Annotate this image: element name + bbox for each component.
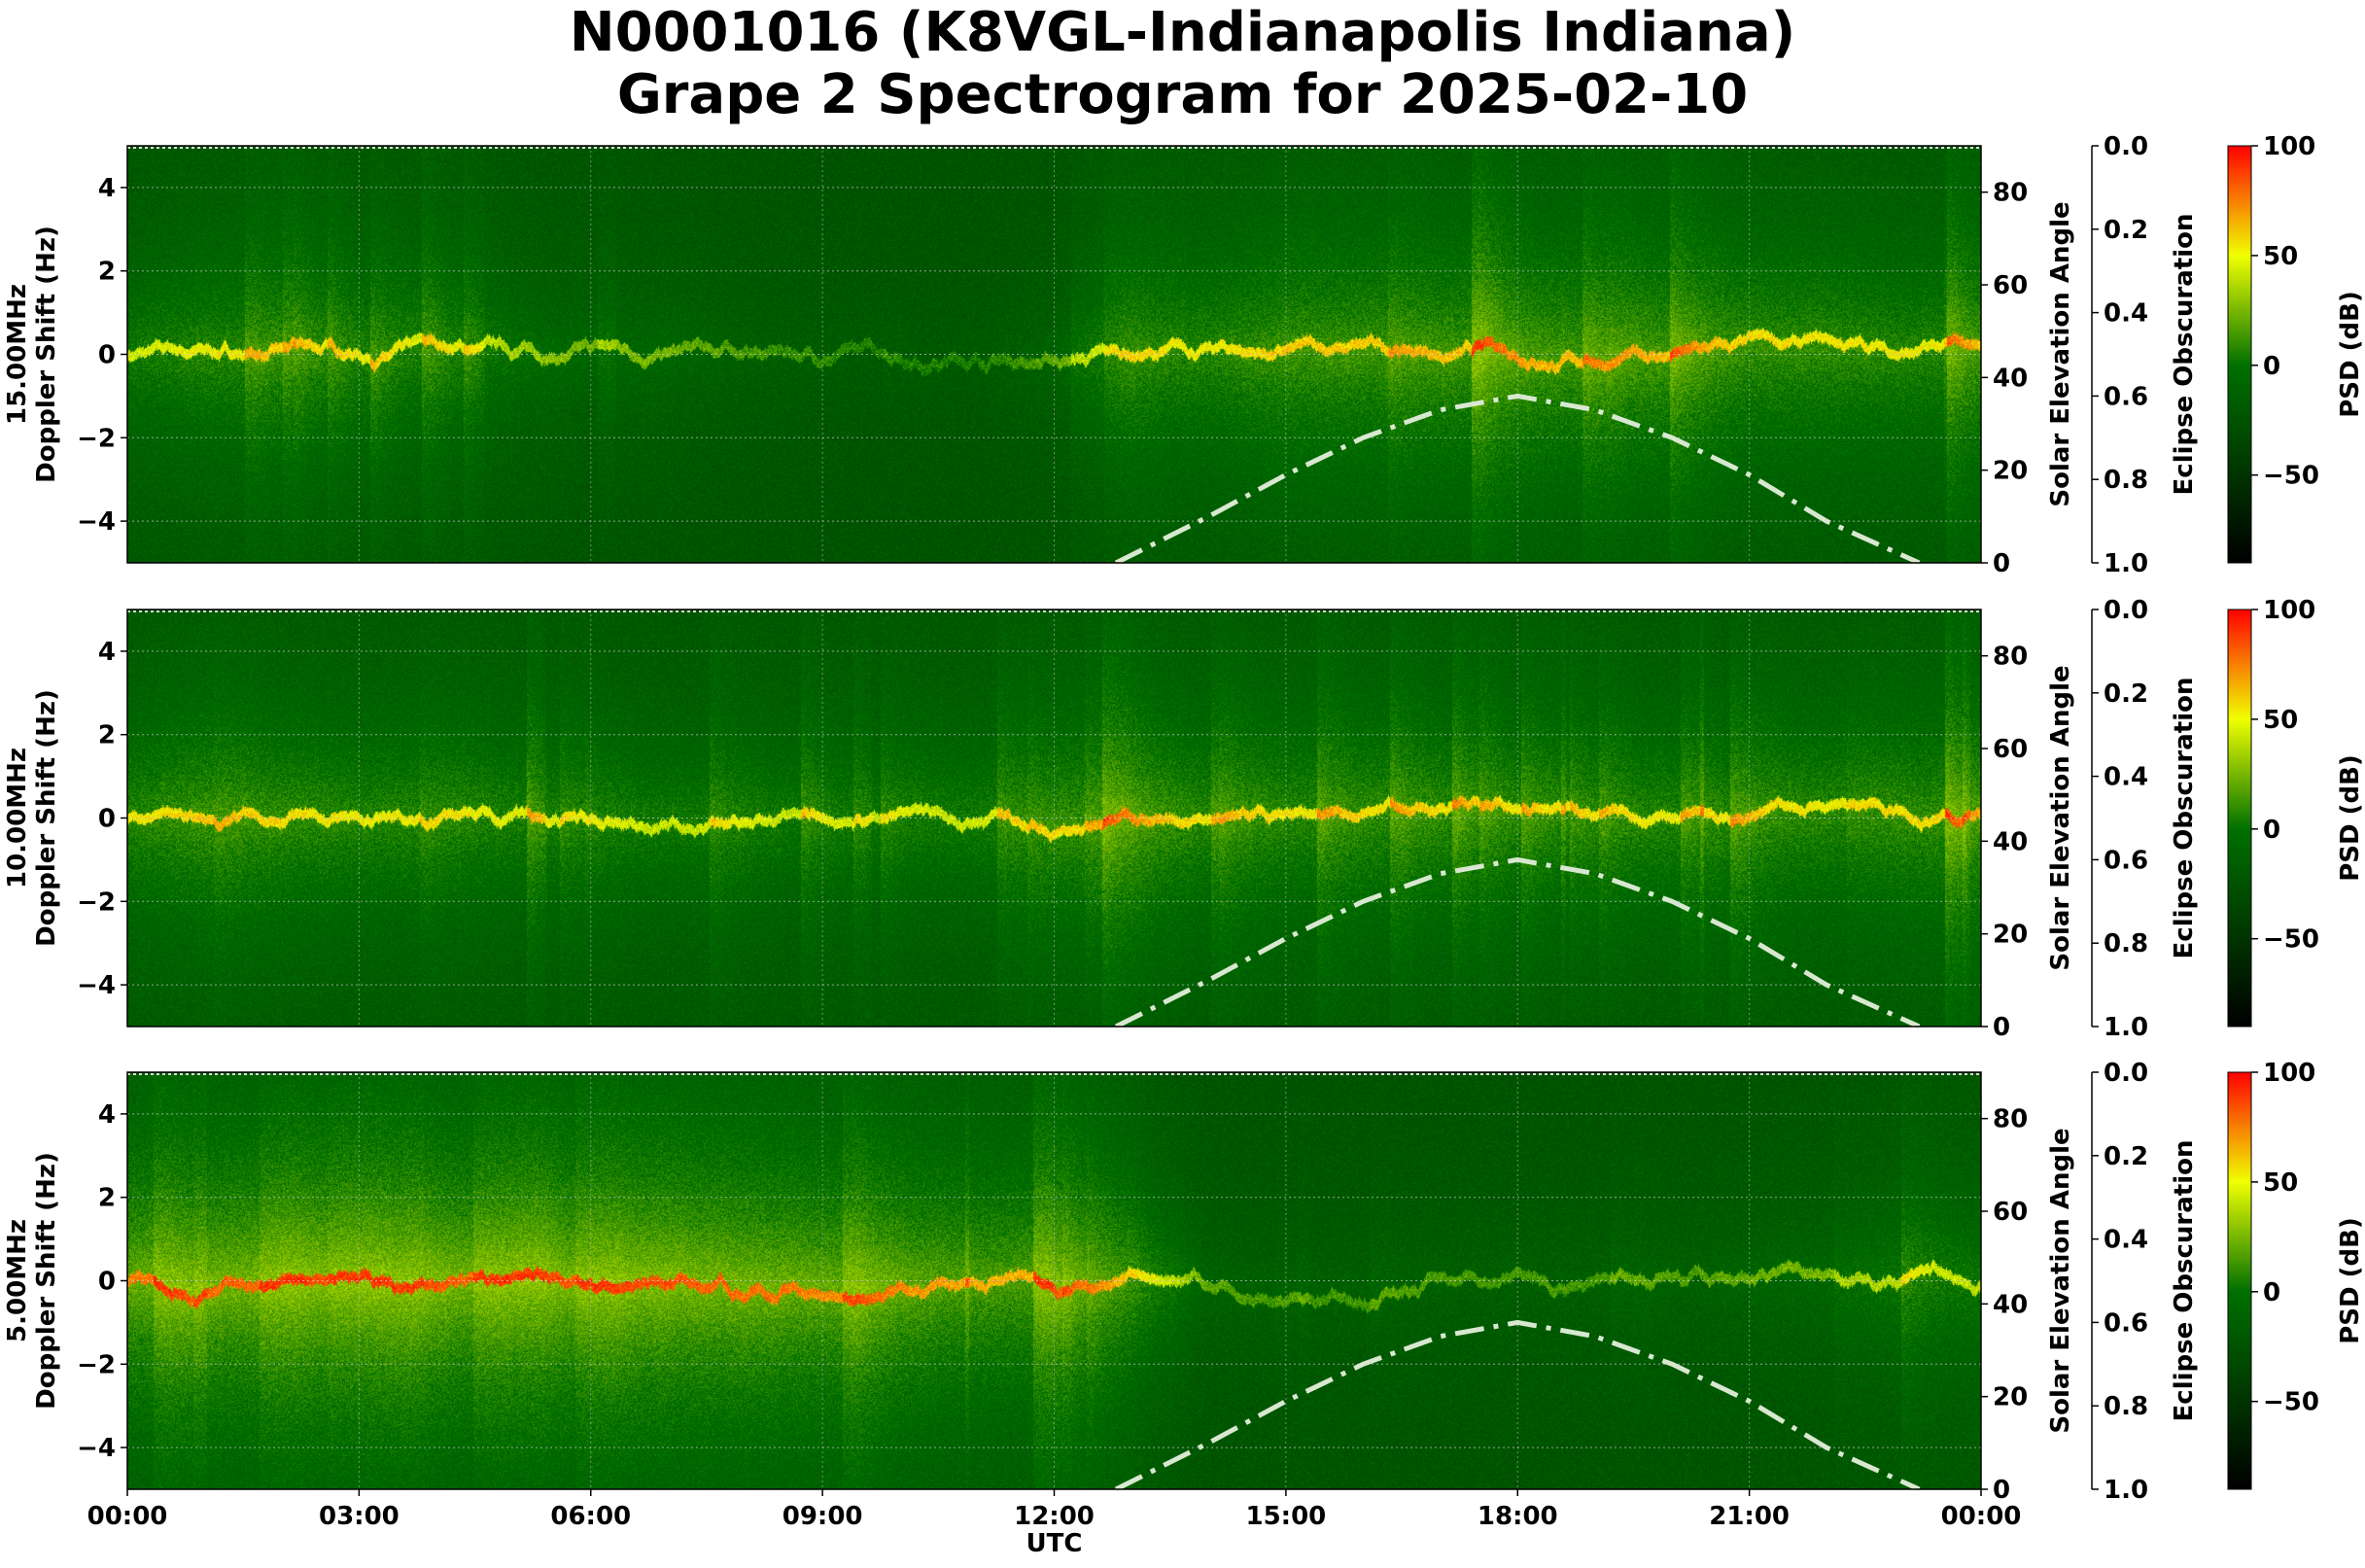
y3-tick-label: 0.8 [2104, 929, 2148, 958]
colorbar-tick-label: 100 [2263, 1059, 2315, 1088]
y-tick-label: −2 [77, 888, 116, 917]
colorbar-tick-label: 0 [2263, 352, 2280, 381]
colorbar-label: PSD (dB) [2336, 1217, 2365, 1344]
y2-tick-label: 0 [1993, 1013, 2010, 1042]
y3-tick-label: 0.2 [2104, 216, 2148, 245]
colorbar [2227, 145, 2252, 564]
y2-tick-label: 40 [1993, 827, 2028, 856]
x-tick-label: 00:00 [1941, 1502, 2022, 1531]
x-tick-label: 00:00 [87, 1502, 168, 1531]
colorbar-tick-label: −50 [2263, 1388, 2319, 1417]
y2-tick-label: 0 [1993, 549, 2010, 578]
y2-tick-label: 20 [1993, 457, 2028, 486]
y3-tick-label: 0.6 [2104, 382, 2148, 411]
colorbar-tick-label: 50 [2263, 706, 2298, 735]
colorbar-tick-label: −50 [2263, 925, 2319, 955]
y2-tick-label: 80 [1993, 179, 2028, 208]
y3-tick-label: 0.2 [2104, 1142, 2148, 1171]
y2-tick-label: 60 [1993, 735, 2028, 764]
x-tick-label: 06:00 [550, 1502, 631, 1531]
y-axis-label: Doppler Shift (Hz) [32, 689, 61, 947]
colorbar-tick-label: 50 [2263, 1168, 2298, 1198]
y2-axis-label: Solar Elevation Angle [2046, 665, 2075, 970]
chart-title-line2: Grape 2 Spectrogram for 2025-02-10 [616, 63, 1749, 126]
y2-tick-label: 20 [1993, 1383, 2028, 1412]
y-tick-label: 4 [98, 638, 116, 667]
x-tick-label: 21:00 [1709, 1502, 1790, 1531]
colorbar-tick-label: 0 [2263, 816, 2280, 845]
y3-tick-label: 0.6 [2104, 846, 2148, 875]
chart-title-line1: N0001016 (K8VGL-Indianapolis Indiana) [569, 1, 1796, 64]
y-tick-label: −2 [77, 424, 116, 453]
y-tick-label: −4 [77, 1434, 116, 1463]
x-tick-label: 18:00 [1478, 1502, 1558, 1531]
y2-tick-label: 40 [1993, 364, 2028, 393]
solar-elevation-curve [1114, 1319, 1921, 1492]
y3-tick-label: 0.8 [2104, 1392, 2148, 1421]
panel-frequency-label: 10.00MHz [3, 748, 32, 889]
y-axis-label: Doppler Shift (Hz) [32, 226, 61, 483]
colorbar-tick-label: 100 [2263, 132, 2315, 161]
x-tick-label: 03:00 [319, 1502, 400, 1531]
colorbar-tick-label: 100 [2263, 596, 2315, 625]
y2-tick-label: 20 [1993, 921, 2028, 950]
y3-tick-label: 0.2 [2104, 679, 2148, 709]
y-tick-label: 0 [98, 805, 116, 834]
y2-tick-label: 0 [1993, 1476, 2010, 1505]
y3-tick-label: 0.4 [2104, 763, 2148, 792]
y3-axis-label: Eclipse Obscuration [2170, 678, 2199, 959]
x-axis-label: UTC [1026, 1529, 1083, 1558]
panel-10mhz: 4 2 0 −2 −4 0 20 40 60 80 0.0 0.2 0.4 0.6 0.8 1.0 100 50 0… [0, 596, 2365, 1076]
y3-tick-label: 0.8 [2104, 466, 2148, 495]
y-tick-label: 0 [98, 341, 116, 370]
panel-frequency-label: 5.00MHz [3, 1219, 32, 1342]
y2-tick-label: 60 [1993, 1198, 2028, 1227]
y3-tick-label: 0.6 [2104, 1308, 2148, 1338]
y-tick-label: −4 [77, 507, 116, 537]
y-tick-label: 0 [98, 1268, 116, 1297]
y-axis-label: Doppler Shift (Hz) [32, 1152, 61, 1410]
y3-tick-label: 0.0 [2104, 132, 2148, 161]
y3-tick-label: 0.0 [2104, 596, 2148, 625]
y2-tick-label: 40 [1993, 1290, 2028, 1319]
y3-tick-label: 1.0 [2104, 549, 2148, 578]
y2-axis-label: Solar Elevation Angle [2046, 1128, 2075, 1433]
panel-5mhz: 4 2 0 −2 −4 0 20 40 60 80 0.0 0.2 0.4 0.6 0.8 1.0 100 50 0… [0, 1059, 2365, 1558]
y-tick-label: 4 [98, 174, 116, 203]
panel-15mhz: 4 2 0 −2 −4 0 20 40 60 80 0.0 0.2 0.4 0.6 0.8 1.0 100 50 0… [0, 132, 2365, 612]
solar-elevation-curve [1114, 393, 1921, 566]
colorbar [2227, 1071, 2252, 1490]
y3-tick-label: 0.4 [2104, 1226, 2148, 1255]
y-tick-label: −4 [77, 971, 116, 1000]
y3-tick-label: 1.0 [2104, 1013, 2148, 1042]
y2-axis-label: Solar Elevation Angle [2046, 201, 2075, 506]
y2-tick-label: 80 [1993, 1105, 2028, 1134]
colorbar-label: PSD (dB) [2336, 754, 2365, 882]
colorbar-tick-label: 50 [2263, 242, 2298, 271]
y-tick-label: 2 [98, 1184, 116, 1213]
y3-axis-label: Eclipse Obscuration [2170, 214, 2199, 496]
colorbar-label: PSD (dB) [2336, 291, 2365, 418]
y3-axis-label: Eclipse Obscuration [2170, 1140, 2199, 1422]
y3-tick-label: 0.4 [2104, 299, 2148, 329]
y2-tick-label: 60 [1993, 271, 2028, 300]
x-tick-label: 15:00 [1245, 1502, 1326, 1531]
y-tick-label: 2 [98, 721, 116, 750]
colorbar-tick-label: 0 [2263, 1278, 2280, 1307]
y-tick-label: 2 [98, 258, 116, 287]
y-tick-label: −2 [77, 1350, 116, 1379]
colorbar [2227, 609, 2252, 1028]
colorbar-tick-label: −50 [2263, 462, 2319, 491]
y3-tick-label: 1.0 [2104, 1476, 2148, 1505]
y3-tick-label: 0.0 [2104, 1059, 2148, 1088]
x-tick-label: 12:00 [1014, 1502, 1095, 1531]
solar-elevation-curve [1114, 856, 1921, 1029]
x-tick-label: 09:00 [783, 1502, 863, 1531]
panel-frequency-label: 15.00MHz [3, 284, 32, 425]
y2-tick-label: 80 [1993, 643, 2028, 672]
y-tick-label: 4 [98, 1100, 116, 1130]
